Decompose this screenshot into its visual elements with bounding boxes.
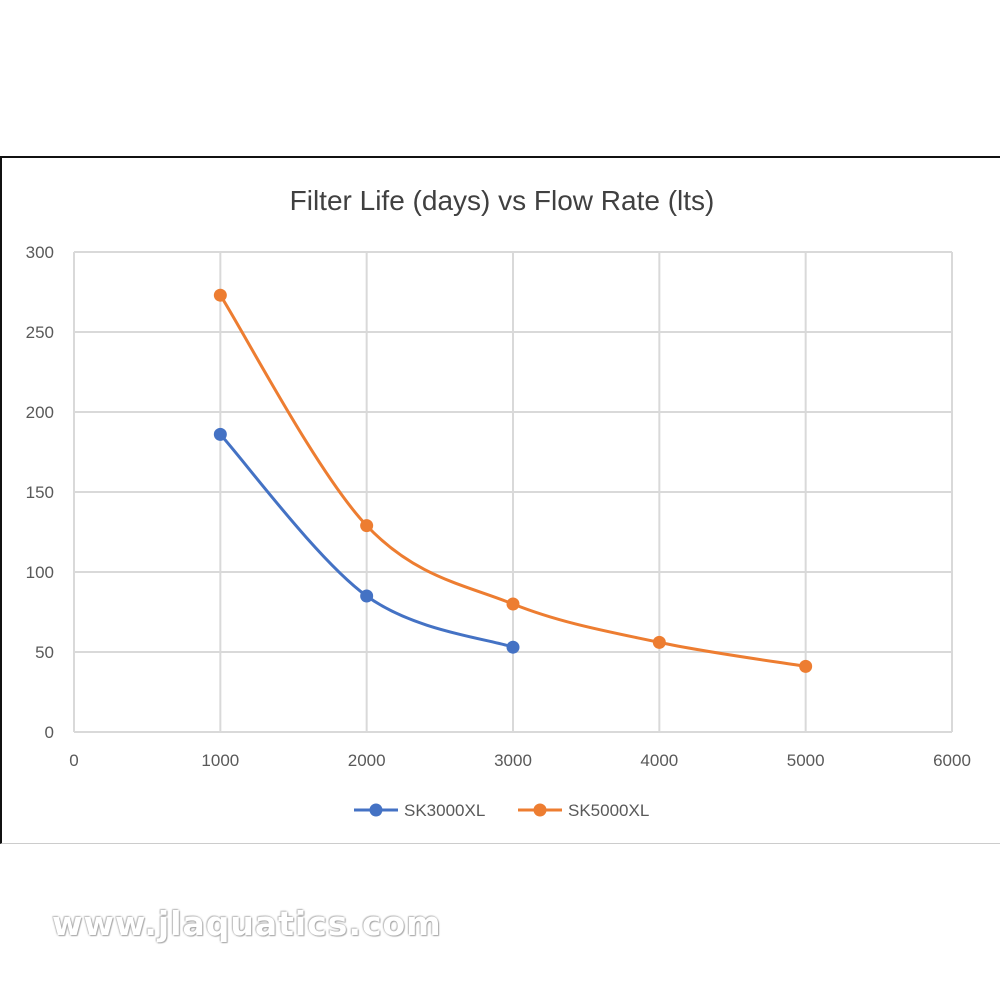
x-tick-label: 3000 — [494, 751, 532, 770]
series-line-sk5000xl — [218, 293, 808, 668]
y-tick-label: 50 — [35, 643, 54, 662]
series — [213, 288, 813, 673]
watermark: www.jlaquatics.com — [52, 904, 442, 943]
data-point-sk3000xl — [360, 589, 374, 603]
data-point-sk5000xl — [213, 288, 227, 302]
legend-label: SK5000XL — [568, 801, 649, 820]
y-tick-label: 100 — [26, 563, 54, 582]
legend: SK3000XL SK5000XL — [354, 801, 649, 820]
x-tick-label: 0 — [69, 751, 78, 770]
x-tick-label: 4000 — [640, 751, 678, 770]
x-tick-label: 6000 — [933, 751, 971, 770]
y-tick-label: 0 — [45, 723, 54, 742]
y-tick-label: 300 — [26, 243, 54, 262]
data-point-sk3000xl — [213, 427, 227, 441]
legend-item-sk5000xl: SK5000XL — [518, 801, 649, 820]
data-point-sk5000xl — [799, 659, 813, 673]
y-tick-label: 200 — [26, 403, 54, 422]
data-point-sk3000xl — [506, 640, 520, 654]
legend-swatch-marker — [533, 803, 547, 817]
data-point-sk5000xl — [652, 635, 666, 649]
grid — [73, 251, 953, 733]
legend-swatch-marker — [369, 803, 383, 817]
y-tick-label: 150 — [26, 483, 54, 502]
data-point-sk5000xl — [360, 519, 374, 533]
y-tick-label: 250 — [26, 323, 54, 342]
data-point-sk5000xl — [506, 597, 520, 611]
x-tick-label: 5000 — [787, 751, 825, 770]
x-tick-label: 2000 — [348, 751, 386, 770]
x-tick-label: 1000 — [201, 751, 239, 770]
chart-title: Filter Life (days) vs Flow Rate (lts) — [290, 185, 715, 216]
legend-item-sk3000xl: SK3000XL — [354, 801, 485, 820]
chart-frame: 0 50 100 150 200 250 300 0 1000 2000 3000 4000 5000 6… — [0, 156, 1000, 844]
legend-label: SK3000XL — [404, 801, 485, 820]
